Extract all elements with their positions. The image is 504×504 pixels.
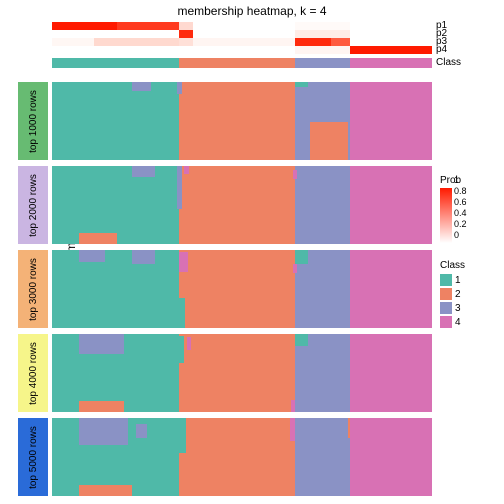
class-legend-item: 2 [440,287,465,301]
heatmap-block [52,166,432,244]
prob-gradient [440,188,452,243]
anno-row-p1 [52,22,432,30]
heatmap-block [52,82,432,160]
heatmap-block [52,250,432,328]
row-label: top 1000 rows [18,82,48,160]
anno-row-class [52,58,432,68]
anno-row-p2 [52,30,432,38]
anno-label: p4 [436,46,461,54]
heatmap-block [52,334,432,412]
chart-title: membership heatmap, k = 4 [0,4,504,18]
plot-area [52,22,432,498]
row-label: top 3000 rows [18,250,48,328]
class-legend-item: 1 [440,273,465,287]
prob-ticks: 10.80.60.40.20 [454,175,467,241]
row-label: top 2000 rows [18,166,48,244]
row-label: top 5000 rows [18,418,48,496]
chart-root: membership heatmap, k = 4 50 x 5 random … [0,0,504,504]
class-swatches: 1234 [440,273,465,329]
class-legend-item: 4 [440,315,465,329]
class-legend-title: Class [440,260,465,271]
anno-row-p4 [52,46,432,54]
annotation-labels: p1p2p3p4Class [436,22,461,68]
class-legend-item: 3 [440,301,465,315]
heatmap-block [52,418,432,496]
prob-legend: Prob 10.80.60.40.20 [440,175,461,243]
anno-label: Class [436,58,461,68]
anno-row-p3 [52,38,432,46]
class-legend: Class 1234 [440,260,465,329]
row-label: top 4000 rows [18,334,48,412]
